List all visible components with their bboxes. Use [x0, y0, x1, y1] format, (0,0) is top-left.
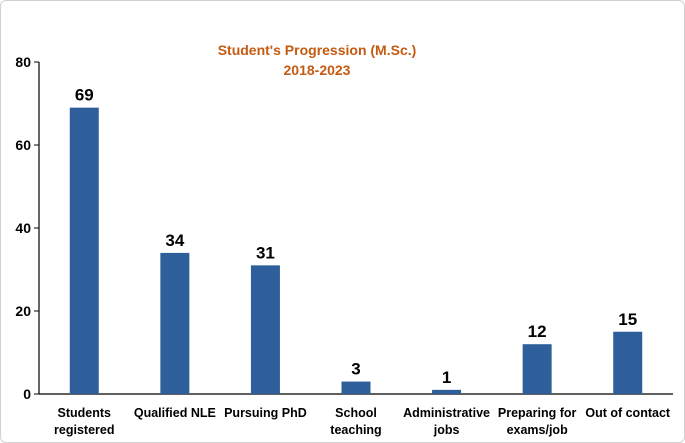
y-axis-ticks: 0 20 40 60 80: [15, 54, 39, 402]
x-tick-label: Students: [58, 406, 112, 420]
x-tick-label: registered: [54, 423, 114, 437]
bar: [69, 107, 99, 395]
bar: [250, 265, 280, 394]
bar: [341, 381, 371, 394]
chart-title: Student's Progression (M.Sc.): [218, 42, 417, 58]
data-label: 1: [442, 368, 451, 387]
x-tick-label: Qualified NLE: [134, 406, 216, 420]
data-label: 31: [256, 243, 275, 262]
y-tick-label: 60: [15, 137, 31, 153]
data-label: 15: [618, 310, 637, 329]
bar-series: [69, 107, 643, 395]
bar: [522, 344, 552, 394]
y-tick-label: 40: [15, 220, 31, 236]
y-tick-label: 0: [23, 386, 31, 402]
x-tick-label: Preparing for: [498, 406, 577, 420]
x-tick-label: Pursuing PhD: [224, 406, 307, 420]
bar: [432, 389, 462, 394]
x-axis-tick-labels: Students registered Qualified NLE Pursuing …: [54, 406, 671, 437]
bar: [613, 331, 643, 394]
data-label: 69: [75, 86, 94, 105]
bar: [160, 252, 190, 394]
x-tick-label: Out of contact: [585, 406, 671, 420]
x-tick-label: teaching: [330, 423, 381, 437]
x-tick-label: School: [335, 406, 377, 420]
y-tick-label: 20: [15, 303, 31, 319]
x-tick-label: exams/job: [507, 423, 569, 437]
data-label: 12: [528, 322, 547, 341]
data-label: 34: [165, 231, 184, 250]
x-tick-label: jobs: [433, 423, 460, 437]
y-tick-label: 80: [15, 54, 31, 70]
x-tick-label: Administrative: [403, 406, 490, 420]
data-label: 3: [351, 360, 360, 379]
chart-subtitle: 2018-2023: [284, 62, 351, 78]
